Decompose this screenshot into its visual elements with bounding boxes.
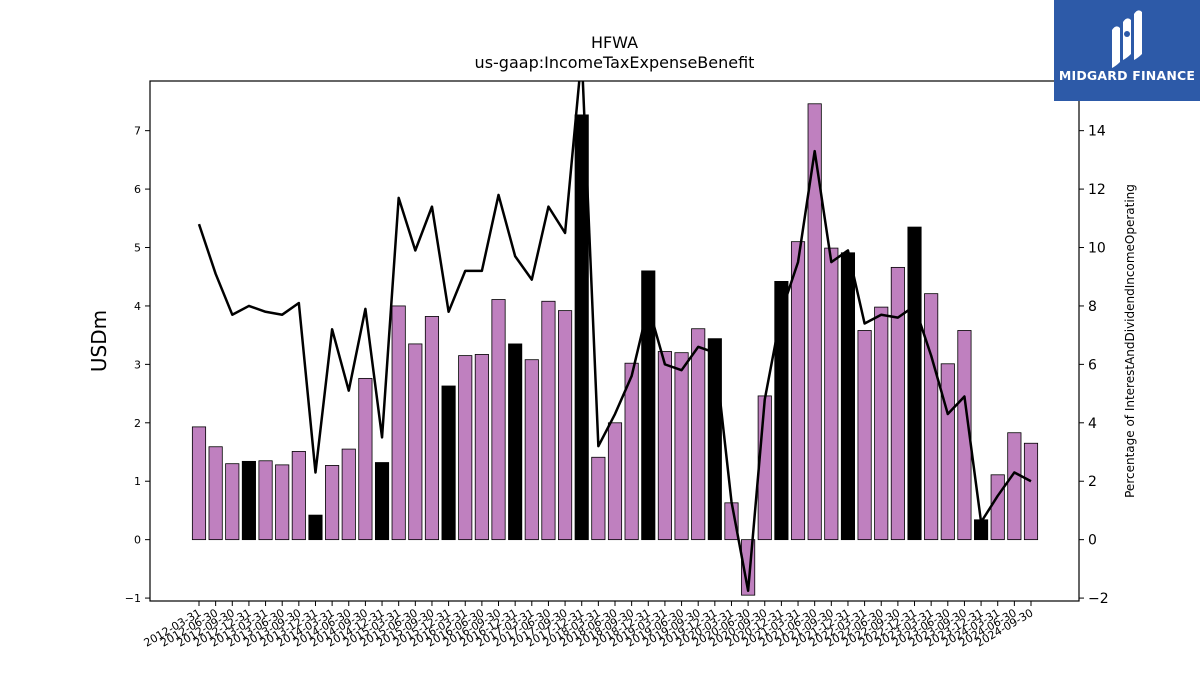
bar-2018-06-30 <box>607 422 623 541</box>
bar-2013-12-31 <box>308 514 323 541</box>
logo-text: MIDGARD FINANCE <box>1058 68 1196 83</box>
bar-2016-06-30 <box>474 354 489 541</box>
y-tick-label: 2 <box>134 417 141 430</box>
right-axis: −2 0 2 4 6 8 10 12 14 <box>1079 124 1109 607</box>
y2-tick-label: 10 <box>1088 241 1106 257</box>
bar-2015-12-31 <box>441 385 456 541</box>
bar-2021-09-30 <box>824 247 839 541</box>
bar-2018-12-31 <box>641 270 656 541</box>
bar-2012-09-30 <box>225 463 240 541</box>
y2-tick-label: 14 <box>1088 124 1106 140</box>
line-series <box>197 81 1032 593</box>
bar-2024-06-30 <box>1007 432 1022 541</box>
bar-2013-09-30 <box>291 451 306 541</box>
chart-subtitle: us-gaap:IncomeTaxExpenseBenefit <box>475 53 755 72</box>
bar-2019-12-31 <box>707 338 722 541</box>
bar-2020-09-30 <box>757 395 772 541</box>
bar-series <box>191 103 1039 596</box>
bar-2015-03-31 <box>391 305 406 541</box>
bar-2022-03-31 <box>857 330 872 541</box>
bar-2015-06-30 <box>408 343 423 541</box>
y2-tick-label: 0 <box>1088 533 1097 549</box>
y-tick-label: 5 <box>134 242 141 255</box>
ratio-line <box>197 81 1032 593</box>
bar-2014-12-31 <box>374 462 390 541</box>
bar-2017-06-30 <box>541 300 556 541</box>
bar-2018-03-31 <box>591 456 606 541</box>
bar-2023-09-30 <box>957 330 972 541</box>
bar-2021-03-31 <box>790 241 806 541</box>
bar-2016-12-31 <box>508 343 523 541</box>
left-axis: −1 0 1 2 3 4 5 6 7 <box>125 125 150 605</box>
y-tick-label: 1 <box>134 475 141 488</box>
y2-axis-label: Percentage of InterestAndDividendIncomeO… <box>1123 184 1137 498</box>
bar-2014-09-30 <box>358 377 373 541</box>
bar-2022-09-30 <box>890 266 905 541</box>
y2-tick-label: −2 <box>1088 591 1109 607</box>
bar-2016-09-30 <box>491 299 506 541</box>
y-tick-label: 6 <box>134 183 141 196</box>
bar-2012-12-31 <box>241 460 256 541</box>
y-tick-label: 0 <box>134 534 141 547</box>
bar-2023-03-31 <box>924 293 939 541</box>
logo: MIDGARD FINANCE <box>1054 0 1200 101</box>
y2-tick-label: 12 <box>1088 182 1106 198</box>
bar-2013-06-30 <box>275 464 290 541</box>
bar-2014-06-30 <box>341 448 356 541</box>
bar-2021-06-30 <box>807 103 822 541</box>
bar-2016-03-31 <box>458 355 473 541</box>
y2-tick-label: 6 <box>1088 357 1097 373</box>
bar-2021-12-31 <box>840 252 856 541</box>
bar-2022-06-30 <box>874 306 889 541</box>
bar-2019-09-30 <box>691 328 706 541</box>
bar-2023-06-30 <box>940 363 955 541</box>
bar-2024-09-30 <box>1023 442 1039 541</box>
bar-2022-12-31 <box>907 226 922 541</box>
bar-2015-09-30 <box>424 316 440 541</box>
bar-2012-03-31 <box>191 426 207 541</box>
y2-tick-label: 2 <box>1088 474 1097 490</box>
stacked-bars-logo-icon <box>1112 10 1142 68</box>
chart-title: HFWA <box>591 33 638 52</box>
bar-2018-09-30 <box>624 362 639 541</box>
bar-2013-03-31 <box>258 460 273 541</box>
bar-2014-03-31 <box>325 465 340 541</box>
x-axis: 2012-03-312012-06-302012-09-302012-12-31… <box>142 601 1036 650</box>
y-tick-label: 3 <box>134 358 141 371</box>
y2-tick-label: 4 <box>1088 416 1097 432</box>
y-tick-label: 7 <box>134 125 141 138</box>
y-axis-label: USDm <box>87 310 111 372</box>
bar-2019-03-31 <box>657 351 672 541</box>
bar-2019-06-30 <box>674 352 689 541</box>
y2-tick-label: 8 <box>1088 299 1097 315</box>
bar-2017-03-31 <box>524 359 539 541</box>
y-tick-label: −1 <box>125 592 141 605</box>
bar-2020-12-31 <box>774 280 789 541</box>
y-tick-label: 4 <box>134 300 141 313</box>
bar-2012-06-30 <box>208 446 223 541</box>
bar-2024-03-31 <box>990 474 1005 541</box>
bar-2017-12-31 <box>574 114 589 541</box>
bar-2017-09-30 <box>558 310 573 541</box>
